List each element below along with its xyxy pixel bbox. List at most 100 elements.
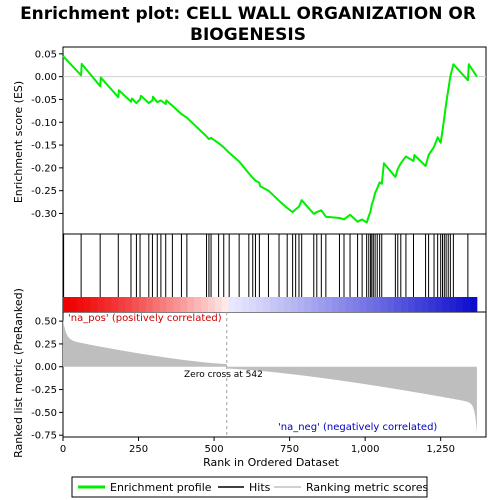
- x-tick-label: 250: [129, 444, 148, 455]
- band-segment: [449, 297, 457, 312]
- band-segment: [200, 297, 209, 312]
- band-segment: [138, 297, 147, 312]
- metric-y-tick-label: 0.25: [35, 339, 57, 350]
- band-segment: [228, 297, 236, 312]
- es-y-tick-label: -0.15: [31, 141, 57, 152]
- band-segment: [125, 297, 133, 312]
- band-segment: [304, 297, 312, 312]
- x-tick-label: 1,250: [426, 444, 455, 455]
- es-y-axis-label: Enrichment score (ES): [12, 81, 25, 203]
- band-segment: [263, 297, 271, 312]
- band-segment: [194, 297, 202, 312]
- band-segment: [97, 297, 105, 312]
- band-segment: [428, 297, 436, 312]
- x-axis-label: Rank in Ordered Dataset: [203, 456, 340, 469]
- band-segment: [214, 297, 223, 312]
- band-segment: [401, 297, 409, 312]
- band-segment: [256, 297, 264, 312]
- band-segment: [338, 297, 347, 312]
- band-segment: [442, 297, 450, 312]
- es-y-tick-label: -0.30: [31, 209, 57, 220]
- band-segment: [470, 297, 478, 312]
- legend-hits-label: Hits: [249, 481, 271, 494]
- band-segment: [276, 297, 285, 312]
- band-segment: [166, 297, 174, 312]
- band-segment: [421, 297, 430, 312]
- legend-box: [71, 476, 428, 498]
- legend: Enrichment profile Hits Ranking metric s…: [71, 476, 428, 498]
- band-segment: [63, 297, 71, 312]
- legend-metric-label: Ranking metric scores: [306, 481, 428, 494]
- metric-y-axis: 0.50 0.25 0.00 -0.25 -0.50 -0.75: [31, 317, 63, 442]
- band-segment: [269, 297, 278, 312]
- band-segment: [332, 297, 340, 312]
- metric-y-axis-label: Ranked list metric (PreRanked): [12, 288, 25, 458]
- band-segment: [359, 297, 367, 312]
- band-segment: [366, 297, 374, 312]
- ranking-metric-area: [63, 319, 477, 434]
- es-y-tick-label: 0.05: [35, 49, 57, 60]
- band-segment: [235, 297, 243, 312]
- metric-group: [63, 312, 477, 437]
- band-segment: [90, 297, 98, 312]
- metric-y-tick-label: -0.75: [31, 431, 57, 442]
- band-segment: [394, 297, 402, 312]
- band-segment: [207, 297, 216, 312]
- band-segment: [242, 297, 250, 312]
- negative-correlation-label: 'na_neg' (negatively correlated): [278, 422, 437, 433]
- band-segment: [463, 297, 471, 312]
- es-line-group: [62, 55, 478, 224]
- band-segment: [456, 297, 464, 312]
- band-segment: [387, 297, 395, 312]
- band-segment: [325, 297, 333, 312]
- x-tick-label: 500: [205, 444, 224, 455]
- hits-group: [63, 234, 469, 297]
- band-segment: [414, 297, 423, 312]
- band-segment: [83, 297, 91, 312]
- rank-color-band: [63, 297, 478, 312]
- band-segment: [221, 297, 229, 312]
- band-segment: [104, 297, 112, 312]
- band-segment: [111, 297, 119, 312]
- es-y-tick-label: 0.00: [35, 72, 57, 83]
- band-segment: [131, 297, 140, 312]
- band-segment: [380, 297, 388, 312]
- positive-correlation-label: 'na_pos' (positively correlated): [68, 313, 222, 324]
- chart-title-line-2: BIOGENESIS: [190, 25, 306, 45]
- band-segment: [407, 297, 416, 312]
- band-segment: [318, 297, 326, 312]
- es-y-tick-label: -0.05: [31, 95, 57, 106]
- band-segment: [345, 297, 354, 312]
- x-tick-label: 1,000: [351, 444, 380, 455]
- band-segment: [297, 297, 305, 312]
- band-segment: [159, 297, 167, 312]
- es-y-axis: 0.05 0.00 -0.05 -0.10 -0.15 -0.20 -0.25 -0.30: [31, 49, 63, 220]
- metric-y-tick-label: 0.50: [35, 317, 57, 328]
- x-axis: 0 250 500 750 1,000 1,250: [60, 437, 455, 455]
- metric-y-tick-label: -0.50: [31, 408, 57, 419]
- band-segment: [187, 297, 195, 312]
- es-y-tick-label: -0.20: [31, 163, 57, 174]
- zero-cross-label: Zero cross at 542: [184, 370, 263, 380]
- band-segment: [373, 297, 381, 312]
- band-segment: [180, 297, 188, 312]
- band-segment: [352, 297, 361, 312]
- enrichment-profile-line: [62, 55, 478, 224]
- band-segment: [290, 297, 298, 312]
- band-segment: [311, 297, 319, 312]
- band-segment: [69, 297, 78, 312]
- legend-es-label: Enrichment profile: [110, 481, 212, 494]
- es-panel: [62, 46, 487, 235]
- band-segment: [283, 297, 292, 312]
- band-segment: [173, 297, 181, 312]
- es-y-tick-label: -0.10: [31, 118, 57, 129]
- band-segment: [435, 297, 443, 312]
- chart-title-line-1: Enrichment plot: CELL WALL ORGANIZATION …: [20, 4, 476, 24]
- band-segment: [145, 297, 154, 312]
- metric-y-tick-label: -0.25: [31, 385, 57, 396]
- metric-y-tick-label: 0.00: [35, 362, 57, 373]
- band-segment: [118, 297, 126, 312]
- x-tick-label: 750: [280, 444, 299, 455]
- band-segment: [152, 297, 160, 312]
